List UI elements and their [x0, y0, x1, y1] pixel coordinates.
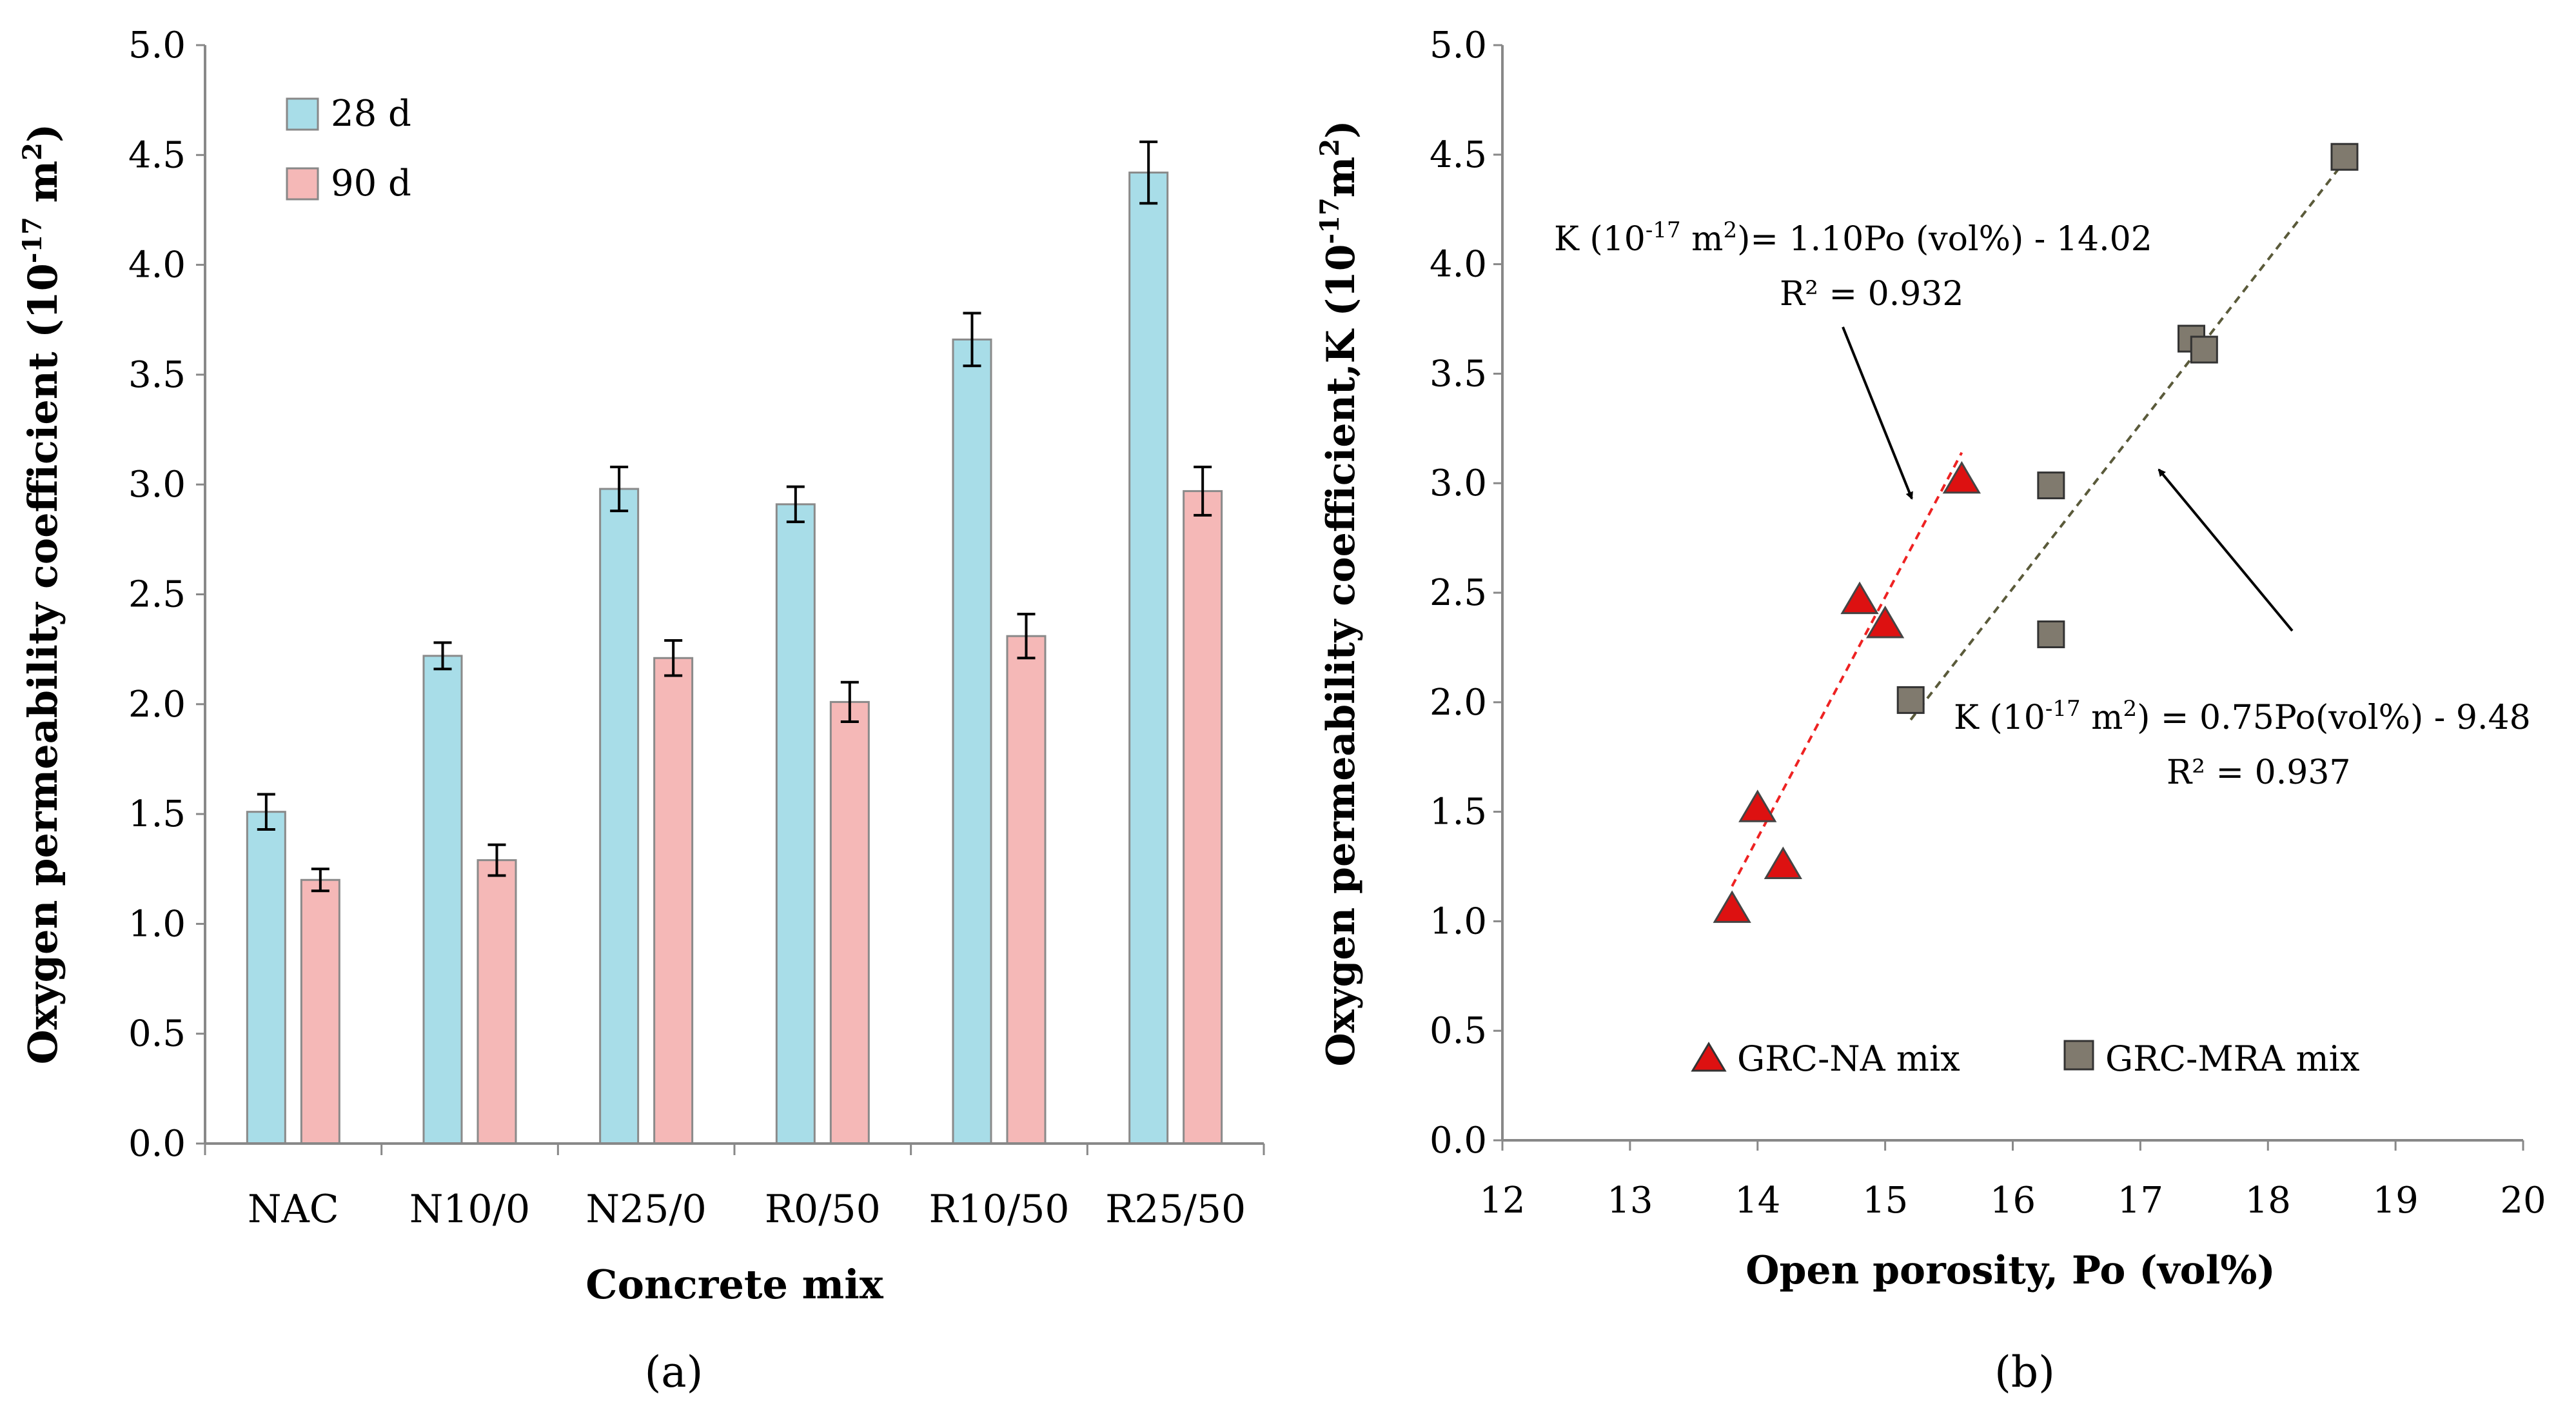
x-tick-label-a: R0/50	[765, 1187, 881, 1232]
y-tick-label-b: 3.5	[1430, 353, 1487, 395]
y-tick-label-a: 3.5	[128, 354, 186, 396]
bar-28d-NAC	[246, 811, 286, 1145]
trend-line-grc-mra-mix	[1909, 160, 2346, 721]
scatter-chart-panel-b: 0.0 0.5 1.0 1.5 2.0 2.5 3.0 3.5 4.0 4.5 5.0 12 13 14…	[1315, 25, 2546, 1397]
x-tick-label-a: N10/0	[409, 1187, 530, 1232]
x-tick-label-a: R10/50	[929, 1187, 1069, 1232]
y-tick-label-a: 0.0	[128, 1123, 186, 1165]
bar-90d-NAC	[300, 878, 340, 1145]
y-tick-label-a: 1.0	[128, 903, 186, 945]
point-grc-mra-mix	[2037, 620, 2065, 649]
point-grc-na-mix	[1840, 581, 1879, 615]
x-tick-label-b: 14	[1735, 1180, 1780, 1222]
x-tick-label-b: 17	[2118, 1180, 2163, 1222]
legend-swatch-90d	[286, 167, 319, 201]
equation-grc-mra: K (10-17 m2) = 0.75Po(vol%) - 9.48	[1954, 696, 2531, 737]
y-tick-label-a: 4.0	[128, 244, 186, 286]
bar-90d-R10/50	[1006, 635, 1047, 1145]
bar-chart-panel-a: 0.0 0.5 1.0 1.5 2.0 2.5 3.0 3.5 4.0 4.5 5.0 NAC N10…	[17, 25, 1265, 1397]
bar-28d-N25/0	[599, 488, 640, 1145]
x-tick-label-b: 15	[1862, 1180, 1908, 1222]
legend-b: GRC-NA mix GRC-MRA mix	[1691, 1038, 2359, 1079]
x-tick-label-b: 16	[1990, 1180, 2036, 1222]
annotation-arrow-grc-na	[1842, 326, 1913, 500]
y-tick-label-b: 2.0	[1430, 682, 1487, 724]
equation-grc-na: K (10-17 m2)= 1.10Po (vol%) - 14.02	[1554, 217, 2152, 259]
annotation-grc-mra: K (10-17 m2) = 0.75Po(vol%) - 9.48 R² = …	[1954, 468, 2531, 792]
y-tick-label-b: 5.0	[1430, 25, 1487, 66]
r-squared-grc-mra: R² = 0.937	[2167, 753, 2351, 792]
point-grc-na-mix	[1866, 605, 1905, 639]
x-tick-label-a: NAC	[248, 1187, 339, 1232]
legend-label-90d: 90 d	[331, 163, 411, 204]
y-tick-label-b: 0.5	[1430, 1010, 1487, 1052]
point-grc-na-mix	[1738, 789, 1777, 822]
legend-label-grc-na: GRC-NA mix	[1737, 1038, 1960, 1079]
x-axis-title-b: Open porosity, Po (vol%)	[1745, 1248, 2276, 1293]
bar-series-group	[246, 140, 1223, 1145]
x-tick-label-b: 13	[1607, 1180, 1653, 1222]
y-tick-label-b: 4.0	[1430, 244, 1487, 286]
point-grc-mra-mix	[1896, 686, 1925, 714]
y-tick-labels-b: 0.0 0.5 1.0 1.5 2.0 2.5 3.0 3.5 4.0 4.5 5.0	[1430, 25, 1502, 1162]
annotation-grc-na: K (10-17 m2)= 1.10Po (vol%) - 14.02 R² =…	[1554, 217, 2152, 500]
point-grc-na-mix	[1764, 846, 1802, 879]
bar-90d-R0/50	[829, 700, 870, 1145]
bar-28d-R0/50	[775, 503, 816, 1145]
y-axis-title-b: Oxygen permeability coefficient,K (10-17…	[1315, 120, 1364, 1066]
y-axis-title-a: Oxygen permeability coefficient (10-17 m…	[17, 124, 66, 1065]
y-tick-label-b: 3.0	[1430, 462, 1487, 504]
bar-90d-N25/0	[653, 657, 694, 1145]
x-tick-label-b: 19	[2372, 1180, 2418, 1222]
legend-marker-grc-na	[1691, 1042, 1727, 1072]
y-tick-label-b: 2.5	[1430, 572, 1487, 614]
point-grc-mra-mix	[2330, 143, 2359, 171]
r-squared-grc-na: R² = 0.932	[1780, 275, 1964, 313]
scatter-points	[1713, 143, 2359, 923]
legend-label-28d: 28 d	[331, 93, 411, 135]
legend-label-grc-mra: GRC-MRA mix	[2105, 1038, 2359, 1079]
x-tick-label-a: N25/0	[586, 1187, 707, 1232]
x-tick-label-a: R25/50	[1105, 1187, 1246, 1232]
x-axis-title-a: Concrete mix	[585, 1261, 883, 1308]
y-tick-label-b: 1.0	[1430, 900, 1487, 942]
x-tick-label-b: 20	[2500, 1180, 2546, 1222]
y-tick-label-b: 0.0	[1430, 1120, 1487, 1162]
bar-28d-R25/50	[1128, 172, 1169, 1145]
y-tick-label-b: 4.5	[1430, 134, 1487, 176]
bar-90d-N10/0	[477, 859, 517, 1145]
point-grc-na-mix	[1713, 890, 1751, 923]
x-tick-labels-b: 12 13 14 15 16 17 18 19 20	[1479, 1140, 2546, 1222]
annotation-arrow-grc-mra	[2158, 468, 2294, 632]
point-grc-mra-mix	[2037, 471, 2065, 500]
bar-28d-R10/50	[952, 338, 992, 1145]
y-tick-label-a: 2.5	[128, 574, 186, 616]
y-tick-label-a: 4.5	[128, 134, 186, 176]
bar-90d-R25/50	[1183, 490, 1223, 1145]
point-grc-na-mix	[1942, 461, 1981, 494]
y-tick-label-a: 2.0	[128, 684, 186, 726]
x-tick-label-b: 18	[2245, 1180, 2291, 1222]
y-tick-labels-a: 0.0 0.5 1.0 1.5 2.0 2.5 3.0 3.5 4.0 4.5 5.0	[128, 25, 205, 1165]
y-tick-label-b: 1.5	[1430, 791, 1487, 833]
legend-marker-grc-mra	[2063, 1040, 2094, 1071]
panel-label-b: (b)	[1994, 1347, 2055, 1397]
legend-a: 28 d 90 d	[286, 93, 411, 204]
y-tick-label-a: 0.5	[128, 1013, 186, 1055]
point-grc-mra-mix	[2190, 335, 2218, 364]
x-tick-label-b: 12	[1479, 1180, 1525, 1222]
y-tick-label-a: 5.0	[128, 25, 186, 66]
y-tick-label-a: 3.0	[128, 464, 186, 506]
y-tick-label-a: 1.5	[128, 793, 186, 835]
legend-swatch-28d	[286, 97, 319, 131]
bar-28d-N10/0	[422, 655, 463, 1145]
x-tick-labels-a: NAC N10/0 N25/0 R0/50 R10/50 R25/50	[204, 1144, 1265, 1232]
panel-label-a: (a)	[645, 1347, 703, 1397]
